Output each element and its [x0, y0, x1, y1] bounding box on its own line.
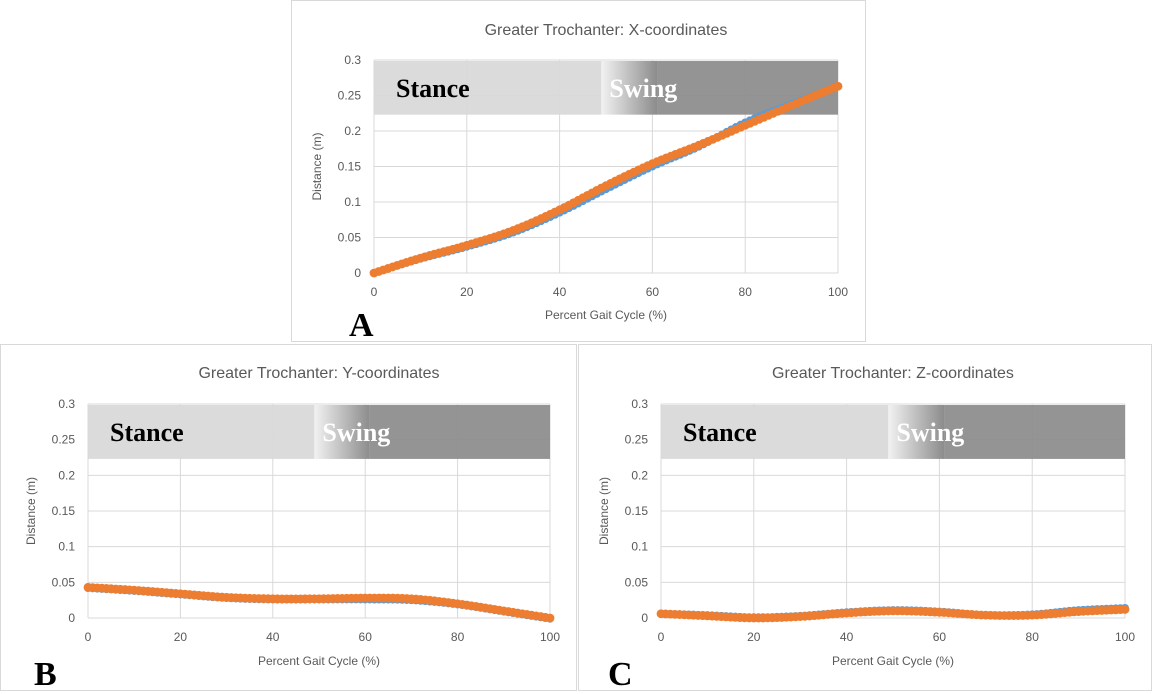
- chart-a-xlabel: Percent Gait Cycle (%): [545, 308, 667, 322]
- chart-c-xlabel: Percent Gait Cycle (%): [832, 654, 954, 668]
- chart-b-ytick-label-1: 0.05: [52, 575, 76, 589]
- chart-b-series-1-point: [545, 613, 555, 623]
- chart-panel-a: Greater Trochanter: X-coordinates 0 0.05 0.…: [291, 0, 866, 342]
- chart-a-ytick-label-3: 0.15: [338, 160, 362, 174]
- chart-a-stance-label: Stance: [396, 74, 470, 103]
- chart-b-ytick-label-3: 0.15: [52, 504, 76, 518]
- chart-b-ytick-label-5: 0.25: [52, 433, 76, 447]
- chart-b-xtick-label-1: 20: [174, 630, 188, 644]
- panel-label-b: B: [34, 656, 57, 693]
- chart-a-ytick-label-4: 0.2: [344, 124, 361, 138]
- chart-panel-b: Greater Trochanter: Y-coordinates 0 0.05 0.…: [0, 344, 577, 691]
- chart-b-title: Greater Trochanter: Y-coordinates: [198, 365, 439, 382]
- chart-c-title: Greater Trochanter: Z-coordinates: [772, 365, 1014, 382]
- chart-c-series-1: [656, 605, 1130, 623]
- chart-a-series-1-point: [833, 81, 843, 91]
- chart-a-title: Greater Trochanter: X-coordinates: [485, 22, 728, 39]
- chart-c-ytick-label-1: 0.05: [625, 575, 649, 589]
- chart-b-series-1: [83, 582, 555, 623]
- chart-b-ytick-label-0: 0: [68, 611, 75, 625]
- chart-c-xtick-label-2: 40: [840, 630, 854, 644]
- chart-c-ytick-label-5: 0.25: [625, 433, 649, 447]
- chart-a-xtick-label-0: 0: [371, 285, 378, 299]
- chart-c-ytick-label-3: 0.15: [625, 504, 649, 518]
- chart-b-swing-band-fade: [314, 405, 370, 459]
- chart-a-svg: Greater Trochanter: X-coordinates 0 0.05 0.…: [310, 22, 848, 322]
- chart-b-ytick-label-4: 0.2: [58, 468, 75, 482]
- chart-c-stance-band: [661, 405, 889, 459]
- chart-b-xtick-label-0: 0: [85, 630, 92, 644]
- chart-a-ytick-label-1: 0.05: [338, 231, 362, 245]
- chart-c-swing-band: [944, 405, 1125, 459]
- chart-c-xtick-label-1: 20: [747, 630, 761, 644]
- chart-b-ytick-label-2: 0.1: [58, 540, 75, 554]
- chart-c-ytick-label-2: 0.1: [631, 540, 648, 554]
- chart-c-ytick-label-4: 0.2: [631, 468, 648, 482]
- chart-c-xtick-label-4: 80: [1026, 630, 1040, 644]
- chart-b-swing-label: Swing: [322, 418, 390, 447]
- chart-a-ytick-label-6: 0.3: [344, 53, 361, 67]
- chart-b-svg: Greater Trochanter: Y-coordinates 0 0.05 0.…: [24, 365, 560, 668]
- chart-c-ytick-label-6: 0.3: [631, 397, 648, 411]
- chart-a-ylabel: Distance (m): [310, 132, 324, 200]
- chart-a-xtick-label-3: 60: [646, 285, 660, 299]
- chart-b-xtick-label-5: 100: [540, 630, 560, 644]
- chart-b-stance-label: Stance: [110, 418, 184, 447]
- chart-b-swing-band: [369, 405, 550, 459]
- chart-a-swing-band: [657, 61, 838, 115]
- chart-panel-c: Greater Trochanter: Z-coordinates 0 0.05 0.…: [578, 344, 1152, 691]
- panel-label-c: C: [608, 656, 633, 693]
- chart-a-swing-band-fade: [601, 61, 658, 115]
- chart-b-ytick-label-6: 0.3: [58, 397, 75, 411]
- chart-c-xtick-label-3: 60: [933, 630, 947, 644]
- chart-c-ylabel: Distance (m): [597, 477, 611, 545]
- chart-a-ytick-label-2: 0.1: [344, 195, 361, 209]
- chart-b-xtick-label-4: 80: [451, 630, 465, 644]
- panel-label-a: A: [349, 307, 374, 344]
- chart-b-xlabel: Percent Gait Cycle (%): [258, 654, 380, 668]
- chart-b-xtick-label-3: 60: [359, 630, 373, 644]
- chart-a-ytick-label-0: 0: [354, 266, 361, 280]
- chart-a-xtick-label-4: 80: [739, 285, 753, 299]
- chart-b-xtick-label-2: 40: [266, 630, 280, 644]
- chart-c-xtick-label-0: 0: [658, 630, 665, 644]
- chart-b-ylabel: Distance (m): [24, 477, 38, 545]
- chart-c-swing-band-fade: [888, 405, 945, 459]
- chart-a-swing-label: Swing: [609, 74, 677, 103]
- chart-c-stance-label: Stance: [683, 418, 757, 447]
- chart-a-xtick-label-5: 100: [828, 285, 848, 299]
- chart-b-stance-band: [88, 405, 315, 459]
- chart-c-ytick-label-0: 0: [641, 611, 648, 625]
- chart-a-stance-band: [374, 61, 602, 115]
- chart-a-series-1: [369, 81, 843, 278]
- chart-c-xtick-label-5: 100: [1115, 630, 1135, 644]
- chart-a-xtick-label-2: 40: [553, 285, 567, 299]
- chart-a-ytick-label-5: 0.25: [338, 89, 362, 103]
- chart-c-svg: Greater Trochanter: Z-coordinates 0 0.05 0.…: [597, 365, 1135, 668]
- chart-c-series-1-point: [1120, 605, 1130, 614]
- chart-c-swing-label: Swing: [896, 418, 964, 447]
- chart-a-xtick-label-1: 20: [460, 285, 474, 299]
